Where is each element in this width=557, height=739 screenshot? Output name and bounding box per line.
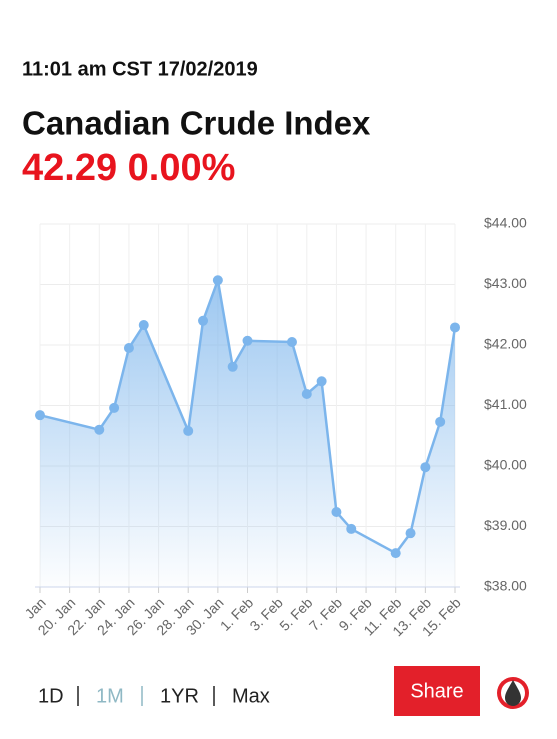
data-point xyxy=(183,425,194,436)
timestamp: 11:01 am CST 17/02/2019 xyxy=(22,58,258,80)
y-tick-label: $44.00 xyxy=(484,215,527,231)
data-point xyxy=(435,416,446,427)
data-point xyxy=(242,335,253,346)
data-point xyxy=(198,315,209,326)
logo-icon xyxy=(497,677,529,709)
range-button[interactable]: 1YR xyxy=(160,685,199,707)
x-tick-label: 3. Feb xyxy=(246,594,286,634)
data-point xyxy=(316,376,327,387)
data-point xyxy=(331,506,342,517)
data-point xyxy=(94,424,105,435)
data-point xyxy=(35,410,45,421)
price-change: 42.29 0.00% xyxy=(22,147,235,189)
x-tick-label: 5. Feb xyxy=(276,594,316,634)
data-point xyxy=(227,361,238,372)
y-tick-label: $42.00 xyxy=(484,336,527,352)
data-point xyxy=(450,322,460,333)
data-point xyxy=(420,462,431,473)
share-label[interactable]: Share xyxy=(410,680,463,702)
range-button[interactable]: Max xyxy=(232,685,270,707)
data-point xyxy=(346,523,357,534)
data-point xyxy=(286,336,297,347)
data-point xyxy=(109,402,120,413)
plot: $38.00 $39.00 $40.00 $41.00 $42.00 $43.00 $44.… xyxy=(21,215,527,640)
x-tick-label: 7. Feb xyxy=(306,594,346,634)
range-button[interactable]: 1M xyxy=(96,685,124,707)
data-point xyxy=(123,343,134,354)
data-point xyxy=(390,548,401,559)
share-button[interactable] xyxy=(394,666,480,716)
area-fill xyxy=(40,280,455,587)
y-tick-label: $38.00 xyxy=(484,578,527,594)
y-tick-label: $39.00 xyxy=(484,517,527,533)
data-point xyxy=(405,528,416,539)
y-tick-label: $41.00 xyxy=(484,396,527,412)
chart-title: Canadian Crude Index xyxy=(22,105,371,142)
data-point xyxy=(301,389,312,400)
range-button[interactable]: 1D xyxy=(38,685,64,707)
y-tick-label: $40.00 xyxy=(484,457,527,473)
data-point xyxy=(138,320,149,331)
y-tick-label: $43.00 xyxy=(484,275,527,291)
data-point xyxy=(212,275,223,286)
x-tick-label: 1. Feb xyxy=(217,594,257,634)
